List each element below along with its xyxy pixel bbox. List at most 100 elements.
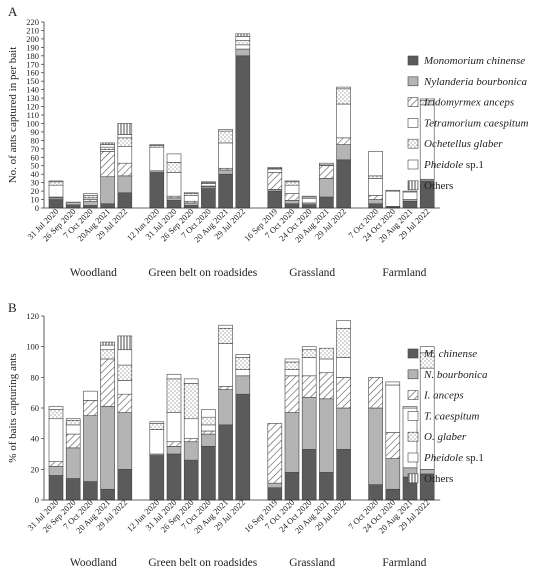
bar-segment <box>48 461 64 467</box>
bar-segment <box>83 400 98 416</box>
bar-segment <box>368 195 383 200</box>
legend-label: Monomorium chinense <box>423 55 525 67</box>
bar-segment <box>218 343 233 387</box>
y-axis-title: % of baits capturing ants <box>7 353 19 462</box>
bar-segment <box>235 375 251 395</box>
bar-segment <box>117 145 133 164</box>
bar-segment <box>301 198 317 204</box>
bar-segment <box>48 475 64 501</box>
y-tick-label: 100 <box>26 342 39 352</box>
bar-segment <box>336 103 351 139</box>
y-tick-label: 180 <box>26 51 39 61</box>
bar-segment <box>166 197 182 201</box>
bar-segment <box>319 358 334 374</box>
y-tick-label: 80 <box>31 135 40 145</box>
legend-label: T. caespitum <box>424 410 479 422</box>
legend-label: Pheidole sp.1 <box>423 452 484 464</box>
legend-label: Tetramorium caespitum <box>424 117 528 129</box>
bar-segment <box>385 432 401 459</box>
bar-segment <box>117 192 133 209</box>
legend-label: Pheidole sp.1 <box>423 159 484 171</box>
bar-segment <box>218 169 233 175</box>
y-tick-label: 130 <box>26 93 39 103</box>
bar-segment <box>100 358 115 407</box>
bar-segment <box>385 381 401 386</box>
bar-segment <box>368 178 383 196</box>
bar-segment <box>100 341 115 346</box>
bar-segment <box>336 159 351 209</box>
bar-segment <box>301 375 317 398</box>
bar-segment <box>83 195 98 199</box>
bar-segment <box>284 358 300 363</box>
bar-segment <box>284 180 300 183</box>
bar-segment <box>117 393 133 413</box>
panel-b: B 0 20 40 60 80 100 120 % of baits capturing ant… <box>7 300 488 569</box>
y-tick-label: 40 <box>31 169 40 179</box>
y-tick-label: 30 <box>31 178 40 188</box>
y-tick-label: 120 <box>26 311 39 321</box>
legend-swatch <box>407 390 419 400</box>
bar-segment <box>319 178 334 198</box>
bar-segment <box>100 144 115 148</box>
group-label: Grassland <box>289 267 335 279</box>
bar-segment <box>235 44 251 50</box>
y-tick-label: 110 <box>27 110 39 120</box>
bar-segment <box>218 173 233 209</box>
bar-segment <box>166 446 182 455</box>
bar-segment <box>385 458 401 490</box>
y-tick-label: 90 <box>31 127 40 137</box>
y-tick-label: 140 <box>26 85 39 95</box>
bar-segment <box>201 183 216 187</box>
bar-segment <box>83 390 98 401</box>
group-label: Farmland <box>382 557 426 569</box>
group-label: Green belt on roadsides <box>148 267 257 279</box>
y-tick-label: 200 <box>26 34 39 44</box>
bar-segment <box>319 196 334 209</box>
bar-segment <box>117 162 133 177</box>
bar-segment <box>218 130 233 144</box>
bar-segment <box>117 380 133 395</box>
legend-label-genus: Pheidole <box>423 452 466 464</box>
bar-segment <box>402 190 418 193</box>
bar-segment <box>149 423 165 430</box>
panel-letter: B <box>8 300 17 315</box>
legend-swatch <box>407 97 419 107</box>
bar-segment <box>83 481 98 501</box>
bar-segment <box>235 48 251 57</box>
bar-segment <box>201 409 216 418</box>
bar-segment <box>166 373 182 380</box>
bar-segment <box>166 412 182 443</box>
bar-segment <box>402 406 418 409</box>
bar-segment <box>100 142 115 145</box>
bar-segment <box>368 175 383 179</box>
bar-segment <box>301 396 317 450</box>
bar-segment <box>65 201 81 204</box>
bar-segment <box>166 453 182 501</box>
bar-segment <box>267 167 283 169</box>
group-label: Woodland <box>70 557 117 569</box>
y-tick-label: 160 <box>26 68 39 78</box>
legend-swatch <box>407 411 419 421</box>
y-tick-label: 60 <box>31 403 40 413</box>
bar-segment <box>65 433 81 449</box>
bar-segment <box>235 40 251 46</box>
y-tick-label: 220 <box>26 17 39 27</box>
bar-segment <box>117 134 133 139</box>
panel-a: A 010203040506070809010011012013014015016… <box>7 4 528 279</box>
legend-swatch <box>407 348 419 359</box>
bar-segment <box>284 193 300 201</box>
y-tick-label: 50 <box>31 161 40 171</box>
bar-segment <box>267 190 283 209</box>
bar-segment <box>117 123 133 135</box>
y-tick-label: 20 <box>31 186 40 196</box>
bar-segment <box>48 406 64 410</box>
legend-swatch <box>407 180 419 191</box>
bar-segment <box>301 195 317 198</box>
legend-label: N. bourbonica <box>423 369 488 381</box>
bar-segment <box>48 184 64 198</box>
bar-segment <box>100 349 115 360</box>
bar-segment <box>48 409 64 420</box>
bar-segment <box>319 398 334 473</box>
